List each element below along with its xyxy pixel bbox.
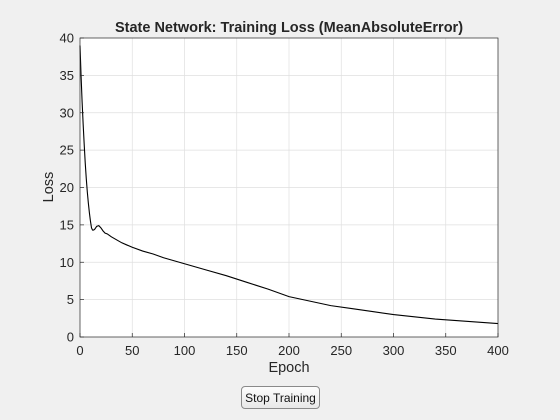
x-tick-label: 50 xyxy=(125,343,139,358)
x-tick-label: 150 xyxy=(226,343,248,358)
y-tick-label: 10 xyxy=(60,255,74,270)
stop-training-button[interactable]: Stop Training xyxy=(241,386,320,409)
y-tick-label: 0 xyxy=(67,330,74,345)
y-tick-label: 30 xyxy=(60,105,74,120)
x-tick-label: 350 xyxy=(435,343,457,358)
x-tick-label: 400 xyxy=(487,343,509,358)
chart-title: State Network: Training Loss (MeanAbsolu… xyxy=(115,20,463,36)
x-tick-label: 0 xyxy=(76,343,83,358)
y-tick-label: 20 xyxy=(60,180,74,195)
x-tick-label: 200 xyxy=(278,343,300,358)
y-tick-label: 40 xyxy=(60,31,74,46)
y-tick-label: 15 xyxy=(60,217,74,232)
axis-ticks: 0 50 100 150 200 250 300 350 400 0 5 10 15 20 25 30 35 40 xyxy=(60,31,509,359)
x-axis-label: Epoch xyxy=(268,360,309,376)
y-tick-label: 25 xyxy=(60,143,74,158)
x-tick-label: 100 xyxy=(174,343,196,358)
y-axis-label: Loss xyxy=(41,172,57,203)
y-tick-label: 35 xyxy=(60,68,74,83)
loss-series-line xyxy=(79,45,499,325)
x-tick-label: 250 xyxy=(330,343,352,358)
y-tick-label: 5 xyxy=(67,292,74,307)
x-tick-label: 300 xyxy=(383,343,405,358)
grid-lines xyxy=(80,38,498,337)
